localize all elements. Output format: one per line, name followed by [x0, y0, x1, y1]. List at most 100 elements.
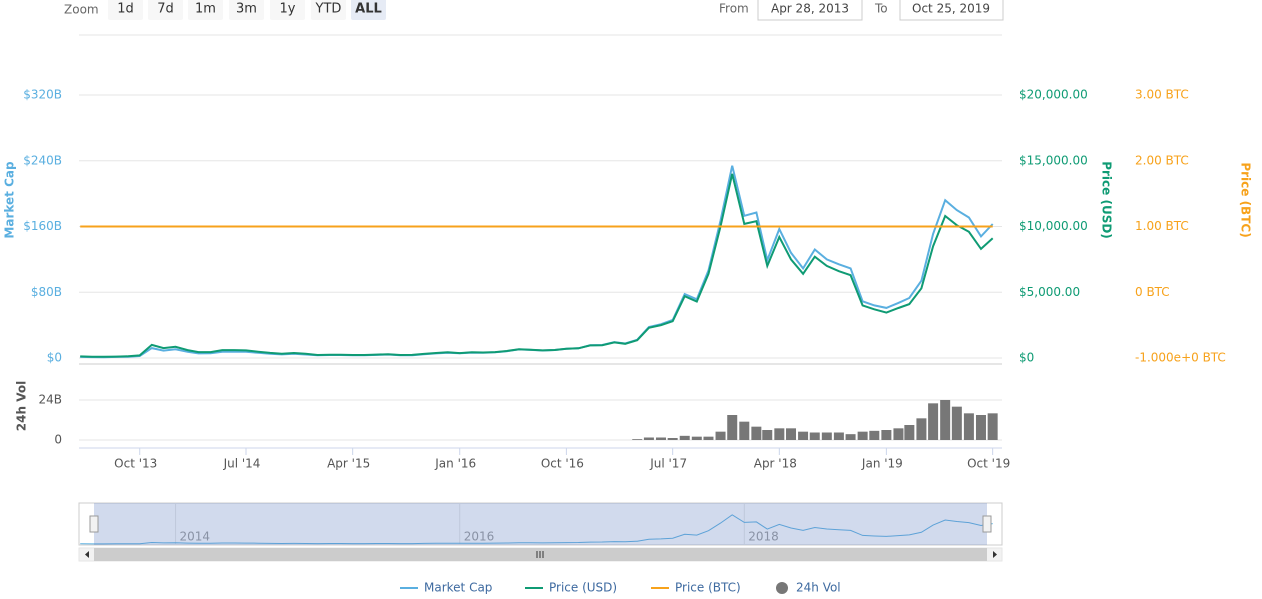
zoom-button-label[interactable]: YTD	[315, 2, 342, 17]
to-input[interactable]	[899, 0, 1004, 21]
x-tick-label: Oct '19	[967, 457, 1010, 471]
y-tick-label: $320B	[23, 88, 62, 102]
to-value[interactable]: Oct 25, 2019	[912, 2, 990, 16]
legend-label[interactable]: 24h Vol	[796, 581, 841, 595]
volume-bar	[881, 430, 892, 440]
from-value[interactable]: Apr 28, 2013	[771, 2, 849, 16]
zoom-button[interactable]	[270, 0, 305, 20]
y2-tick-label: $5,000.00	[1019, 285, 1080, 299]
zoom-button-label[interactable]: 1m	[195, 2, 216, 17]
volume-bar	[857, 431, 868, 440]
y3-tick-label: 2.00 BTC	[1135, 153, 1189, 167]
navigator-line	[80, 514, 993, 545]
volume-bar	[963, 413, 974, 440]
zoom-button-label[interactable]: 3m	[236, 2, 257, 17]
y2-tick-label: $0	[1019, 351, 1034, 365]
zoom-button-label[interactable]: 7d	[157, 2, 174, 17]
volume-bar	[691, 436, 702, 440]
y-axis-title: Market Cap	[3, 161, 17, 239]
volume-bar	[751, 426, 762, 440]
legend-label[interactable]: Price (USD)	[549, 581, 617, 595]
zoom-button[interactable]	[108, 0, 143, 20]
navigator-mask[interactable]	[94, 503, 987, 545]
y4-axis-title: 24h Vol	[15, 381, 29, 431]
zoom-button[interactable]	[229, 0, 264, 20]
volume-bar	[821, 432, 832, 440]
legend-label[interactable]: Market Cap	[424, 581, 492, 595]
x-tick-label: Oct '16	[541, 457, 584, 471]
zoom-button[interactable]	[148, 0, 183, 20]
y2-tick-label: $20,000.00	[1019, 88, 1088, 102]
volume-bar	[715, 431, 726, 440]
legend-label[interactable]: Price (BTC)	[675, 581, 741, 595]
volume-bar	[951, 406, 962, 440]
volume-bar	[786, 428, 797, 440]
series-line	[80, 173, 994, 358]
volume-bar	[869, 430, 880, 440]
navigator-handle[interactable]	[982, 515, 992, 533]
volume-bar	[798, 431, 809, 440]
volume-bar	[940, 400, 951, 440]
volume-bar	[762, 430, 773, 440]
zoom-button-label[interactable]: ALL	[355, 2, 382, 17]
volume-bar	[845, 434, 856, 440]
x-tick-label: Apr '15	[327, 457, 370, 471]
volume-bar	[739, 421, 750, 440]
volume-bar	[703, 436, 714, 440]
volume-bar	[774, 428, 785, 440]
y-tick-label: $80B	[31, 285, 62, 299]
navigator-tick-label: 2014	[180, 530, 211, 544]
x-tick-label: Jul '14	[223, 457, 261, 471]
y-tick-label: $0	[47, 351, 62, 365]
navigator-bg	[78, 502, 1003, 546]
volume-bar	[975, 415, 986, 440]
scrollbar-grip	[536, 551, 544, 558]
y-tick-label: $240B	[23, 153, 62, 167]
volume-bar	[904, 425, 915, 440]
volume-bar	[916, 418, 927, 440]
zoom-label: Zoom	[64, 3, 99, 17]
volume-bar	[928, 403, 939, 440]
from-input[interactable]	[757, 0, 863, 21]
volume-bar	[632, 439, 643, 440]
volume-bar	[655, 437, 666, 440]
volume-bar	[893, 428, 904, 440]
navigator-tick-label: 2018	[748, 530, 779, 544]
navigator-handle[interactable]	[89, 515, 99, 533]
x-tick-label: Apr '18	[754, 457, 797, 471]
zoom-button[interactable]	[311, 0, 346, 20]
volume-bar	[809, 432, 820, 440]
y-tick-label: $160B	[23, 219, 62, 233]
to-label: To	[874, 2, 888, 16]
zoom-button-label[interactable]: 1y	[280, 2, 296, 17]
y3-axis-title: Price (BTC)	[1239, 162, 1253, 237]
legend-symbol	[776, 582, 788, 594]
volume-bar	[833, 432, 844, 440]
volume-bar	[679, 435, 690, 440]
y4-tick-label: 24B	[38, 393, 62, 407]
volume-bar	[643, 437, 654, 440]
zoom-button-label[interactable]: 1d	[117, 2, 134, 17]
y2-tick-label: $10,000.00	[1019, 219, 1088, 233]
x-tick-label: Jul '17	[649, 457, 687, 471]
navigator-tick-label: 2016	[464, 530, 495, 544]
volume-bar	[667, 438, 678, 440]
zoom-button[interactable]	[188, 0, 223, 20]
scrollbar-arrow[interactable]	[85, 551, 89, 558]
y4-tick-label: 0	[54, 433, 62, 447]
x-tick-label: Oct '13	[114, 457, 157, 471]
y2-tick-label: $15,000.00	[1019, 153, 1088, 167]
x-tick-label: Jan '16	[434, 457, 476, 471]
from-label: From	[719, 2, 749, 16]
y2-axis-title: Price (USD)	[1100, 161, 1114, 239]
volume-bar	[987, 413, 998, 440]
y3-tick-label: 0 BTC	[1135, 285, 1170, 299]
volume-bar	[727, 415, 738, 440]
x-tick-label: Jan '19	[861, 457, 903, 471]
scrollbar-arrow[interactable]	[993, 551, 997, 558]
y3-tick-label: -1.000e+0 BTC	[1135, 351, 1226, 365]
y3-tick-label: 1.00 BTC	[1135, 219, 1189, 233]
series-line	[80, 165, 994, 359]
zoom-button[interactable]	[351, 0, 386, 20]
